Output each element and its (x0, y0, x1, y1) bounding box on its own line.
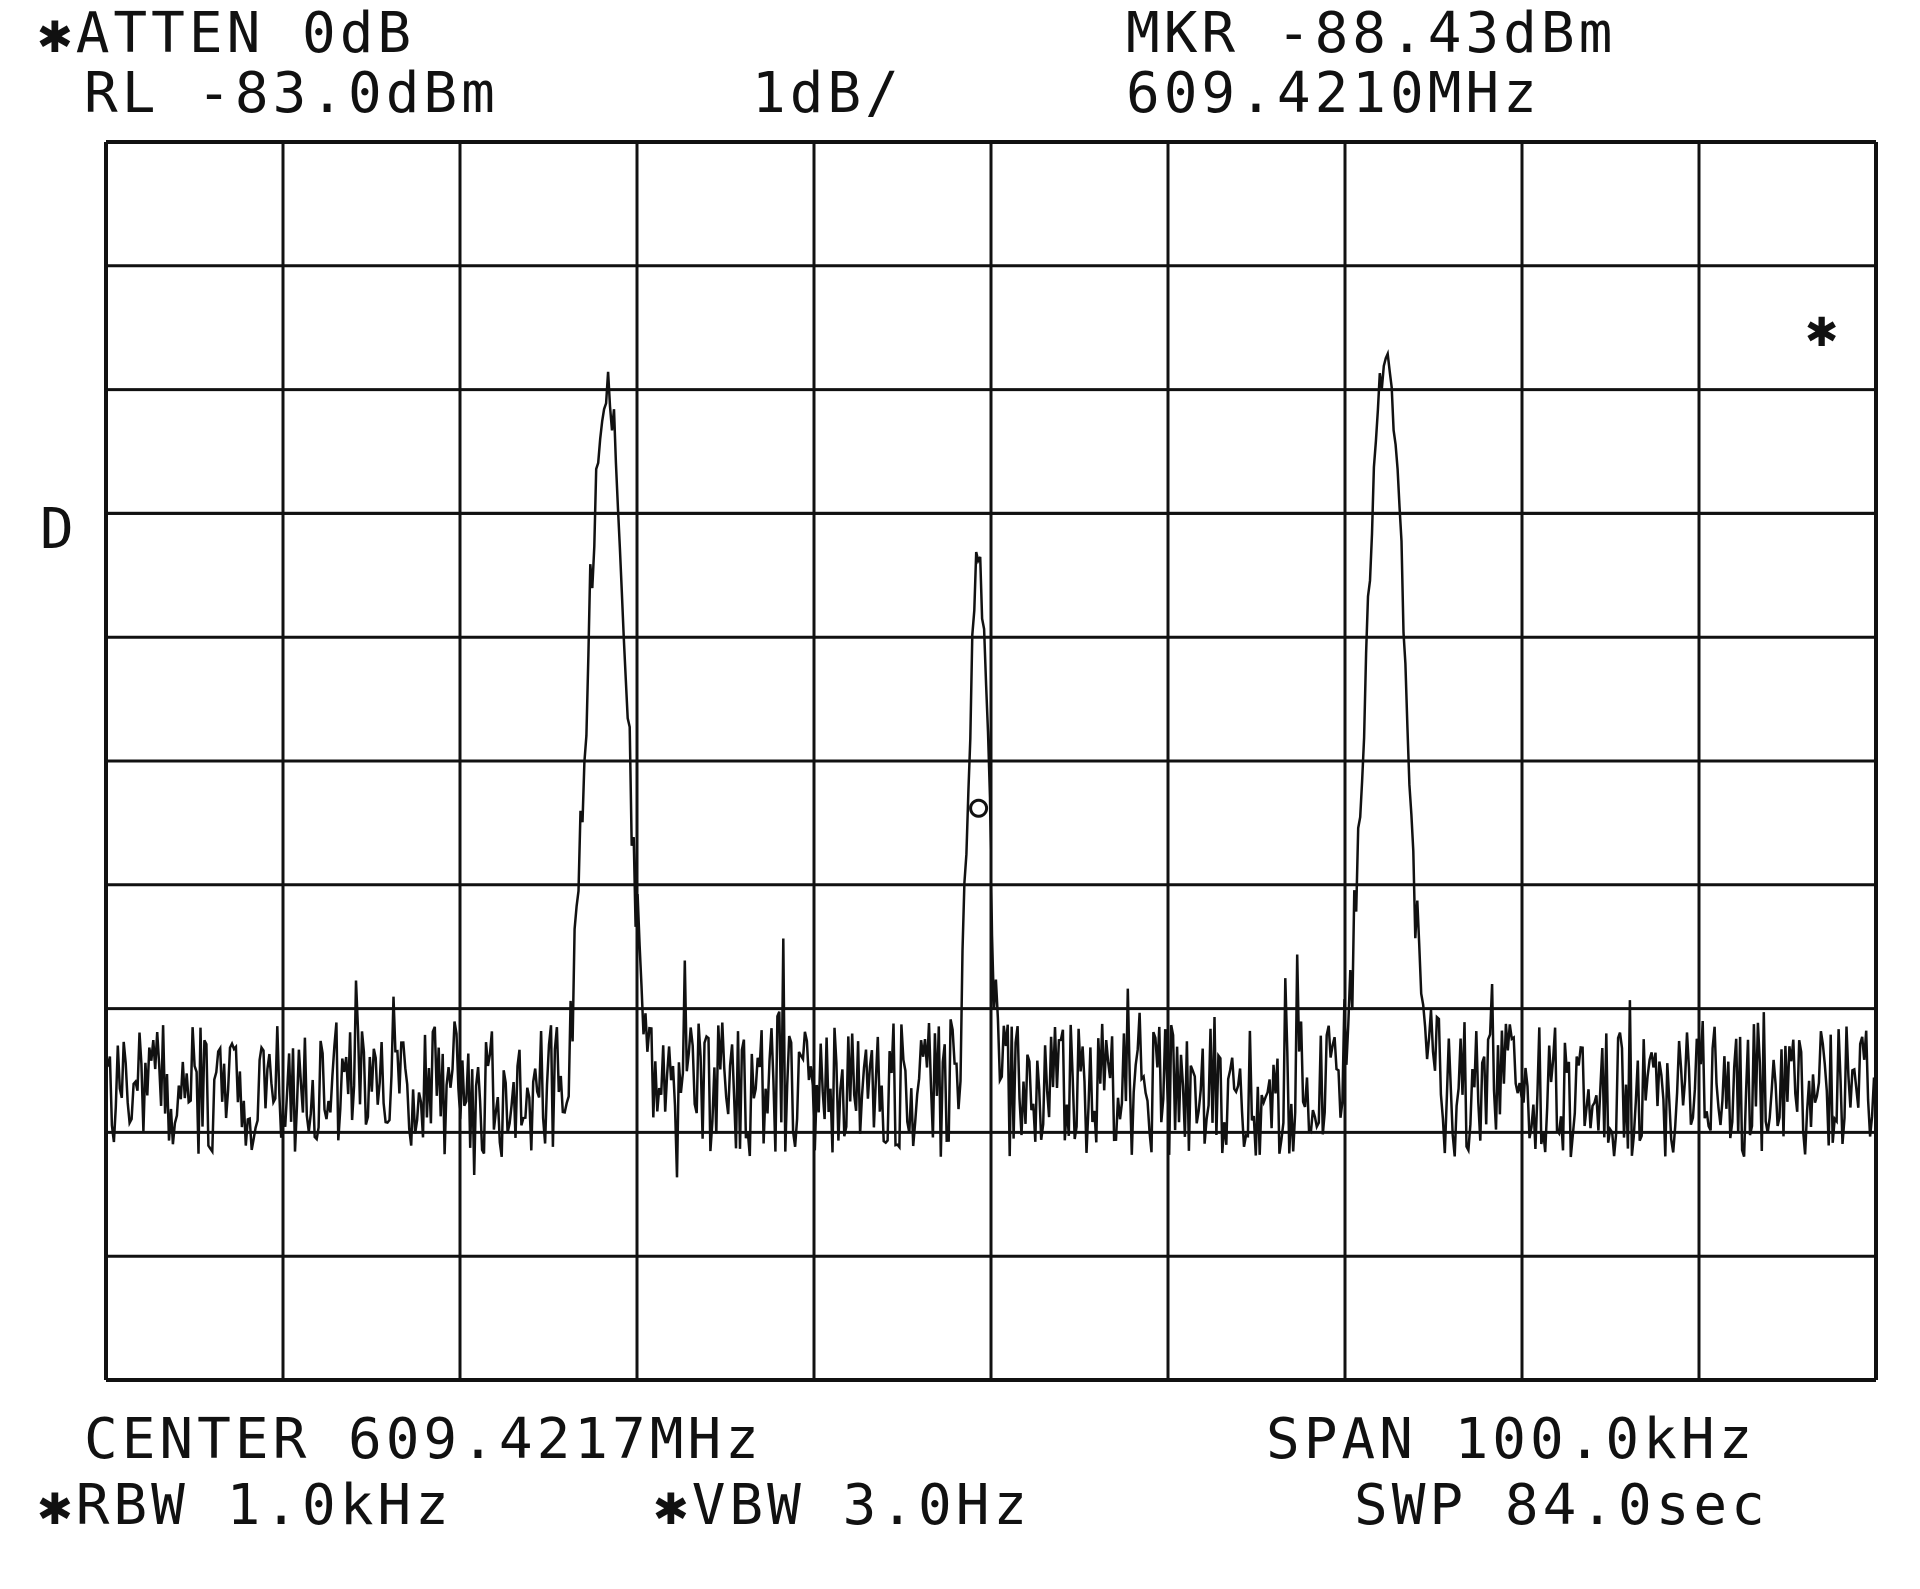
detector-label: D (40, 497, 78, 562)
span-readout: SPAN 100.0kHz (1266, 1407, 1757, 1472)
vbw-readout: ✱VBW 3.0Hz (654, 1473, 1032, 1538)
spectrum-trace (105, 349, 1878, 1178)
rbw-readout: ✱RBW 1.0kHz (38, 1473, 453, 1538)
center-frequency-readout: CENTER 609.4217MHz (84, 1407, 763, 1472)
marker-level-readout: MKR -88.43dBm (1126, 1, 1617, 66)
atten-readout: ✱ATTEN 0dB (38, 1, 416, 66)
graticule (104, 140, 1878, 1382)
marker-frequency-readout: 609.4210MHz (1126, 61, 1541, 126)
scale-readout: 1dB/ (752, 61, 903, 126)
ref-level-readout: RL -83.0dBm (84, 61, 499, 126)
sweep-readout: SWP 84.0sec (1354, 1473, 1769, 1538)
marker-icon (969, 798, 989, 818)
uncal-indicator-icon: ✱ (1806, 299, 1837, 359)
